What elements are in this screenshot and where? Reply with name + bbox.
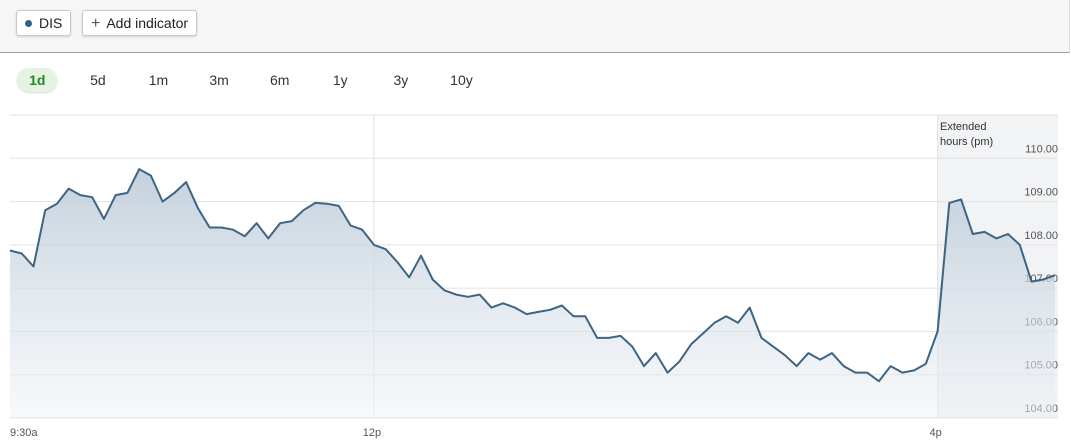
range-tab[interactable]: 1m bbox=[128, 68, 189, 92]
range-tab-label: 5d bbox=[90, 72, 106, 88]
range-tab[interactable]: 10y bbox=[431, 68, 492, 92]
symbol-dot bbox=[25, 20, 32, 27]
x-tick-label: 9:30a bbox=[10, 427, 38, 439]
plus-icon: + bbox=[91, 15, 101, 32]
range-tab-label: 1y bbox=[332, 72, 348, 88]
range-tab[interactable]: 1d bbox=[7, 68, 68, 92]
extended-hours-label: Extended hours (pm) bbox=[940, 121, 994, 148]
x-tick-label: 4p bbox=[929, 427, 941, 439]
range-tab[interactable]: 3y bbox=[371, 68, 432, 92]
range-tab-label: 1d bbox=[17, 68, 58, 92]
range-tab[interactable]: 3m bbox=[189, 68, 250, 92]
y-tick-label: 110.00 bbox=[1025, 143, 1058, 155]
range-tab[interactable]: 6m bbox=[249, 68, 310, 92]
price-line bbox=[9, 168, 1056, 383]
add-indicator-button[interactable]: + Add indicator bbox=[82, 10, 198, 36]
price-area bbox=[10, 169, 1055, 418]
range-tab-label: 6m bbox=[269, 72, 290, 88]
x-tick-label: 12p bbox=[363, 427, 381, 439]
range-tab-label: 10y bbox=[450, 72, 473, 88]
range-tab[interactable]: 5d bbox=[68, 68, 129, 92]
y-tick-label: 109.00 bbox=[1024, 187, 1058, 199]
range-tab[interactable]: 1y bbox=[310, 68, 371, 92]
symbol: DIS bbox=[39, 15, 63, 31]
y-tick-label: 108.00 bbox=[1024, 230, 1058, 242]
range-tab-label: 3m bbox=[209, 72, 229, 88]
range-tabs: 1d 5d 1m 3m 6m 1y 3y 10y bbox=[7, 68, 492, 92]
range-tab-label: 3y bbox=[393, 72, 409, 88]
add-indicator-label: Add indicator bbox=[106, 15, 189, 31]
toolbar: DIS + Add indicator bbox=[0, 0, 1070, 53]
range-tab-label: 1m bbox=[148, 72, 169, 88]
symbol-chip[interactable]: DIS bbox=[16, 10, 72, 36]
